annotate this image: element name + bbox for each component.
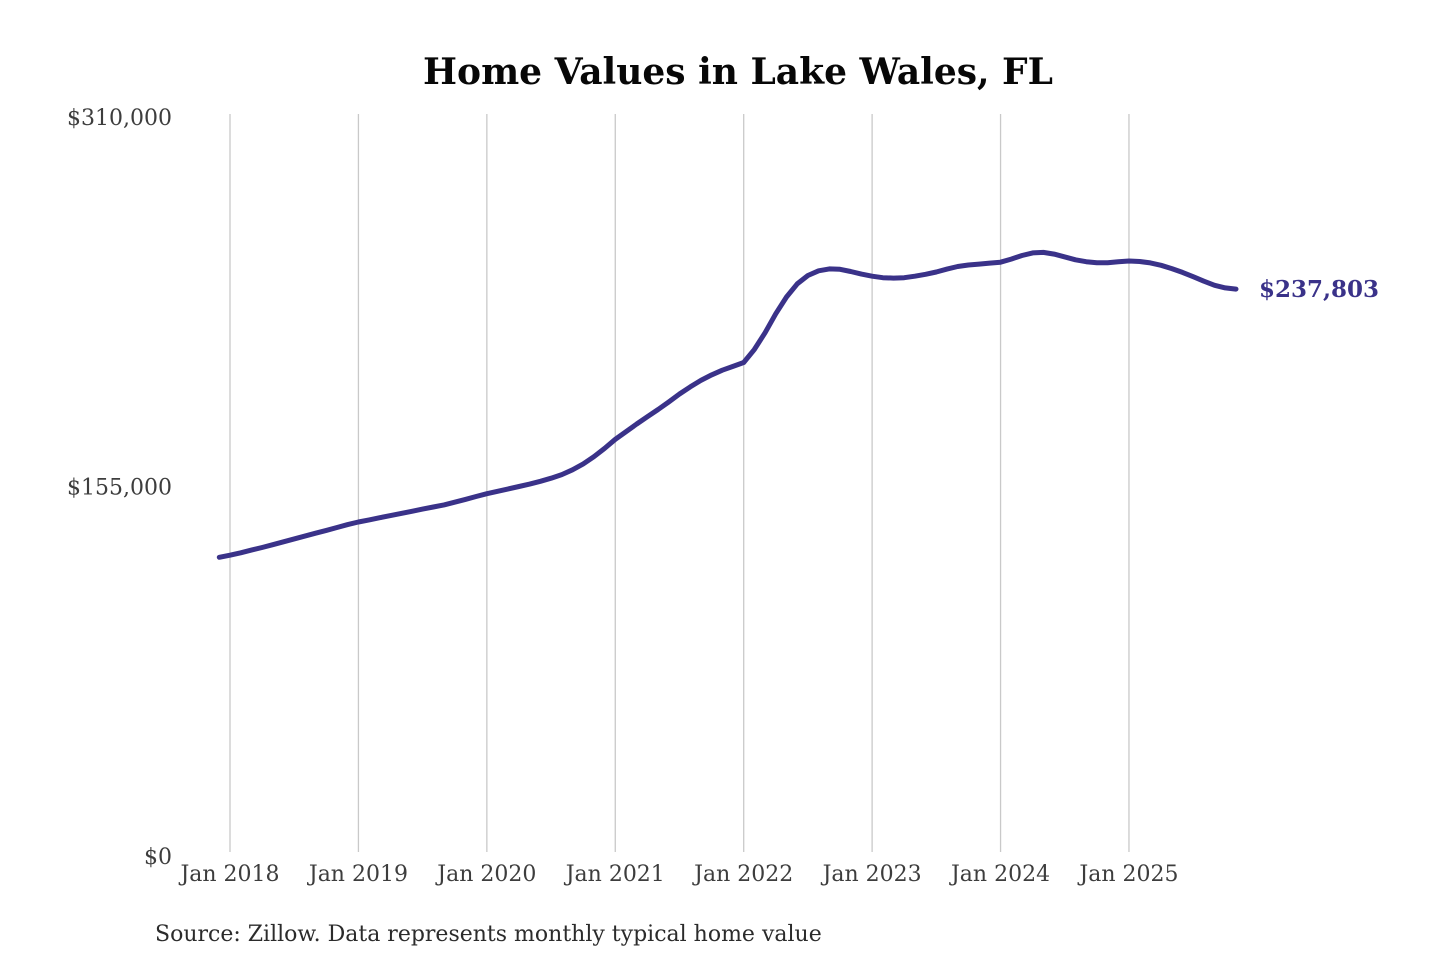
latest-value-label: $237,803 (1259, 276, 1379, 303)
y-tick-label: $0 (144, 845, 172, 870)
y-tick-label: $310,000 (67, 106, 172, 131)
y-tick-label: $155,000 (67, 476, 172, 501)
x-tick-label: Jan 2025 (1077, 862, 1178, 887)
x-tick-label: Jan 2021 (564, 862, 665, 887)
x-tick-label: Jan 2023 (821, 862, 922, 887)
x-axis-labels: Jan 2018 Jan 2019 Jan 2020 Jan 2021 Jan 2022… (178, 862, 1178, 887)
x-tick-label: Jan 2018 (178, 862, 279, 887)
y-axis-labels: $0 $155,000 $310,000 (67, 106, 172, 870)
gridlines (229, 114, 1130, 852)
source-note: Source: Zillow. Data represents monthly … (155, 922, 822, 947)
home-value-series-line (216, 249, 1239, 560)
x-tick-label: Jan 2020 (435, 862, 536, 887)
x-tick-label: Jan 2022 (692, 862, 793, 887)
chart-title: Home Values in Lake Wales, FL (423, 51, 1053, 93)
x-tick-label: Jan 2019 (307, 862, 408, 887)
x-tick-label: Jan 2024 (949, 862, 1050, 887)
